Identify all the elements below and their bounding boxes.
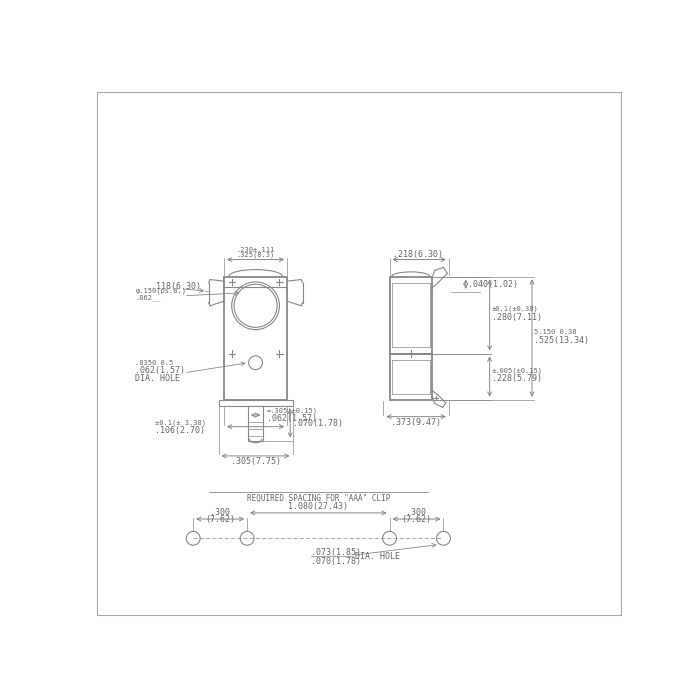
Bar xyxy=(218,400,293,406)
Text: .230±.111: .230±.111 xyxy=(237,246,274,253)
Text: (7.62): (7.62) xyxy=(402,514,431,524)
Text: .305(7.75): .305(7.75) xyxy=(230,457,281,466)
Text: .228(5.79): .228(5.79) xyxy=(492,374,542,384)
Text: .325(8.3): .325(8.3) xyxy=(237,251,274,258)
Text: REQUIRED SPACING FOR "AAA" CLIP: REQUIRED SPACING FOR "AAA" CLIP xyxy=(246,494,390,503)
Text: ±.005(±0.15): ±.005(±0.15) xyxy=(492,368,543,374)
Text: DIA. HOLE: DIA. HOLE xyxy=(135,374,181,384)
Text: DIA. HOLE: DIA. HOLE xyxy=(354,552,400,561)
Text: .0350 0.5: .0350 0.5 xyxy=(135,360,174,365)
Text: .062(1.57): .062(1.57) xyxy=(135,366,186,375)
Text: .062__: .062__ xyxy=(135,295,161,302)
Text: .118(6.30): .118(6.30) xyxy=(151,282,201,291)
Text: =.305(±0.15): =.305(±0.15) xyxy=(267,408,318,414)
Text: φ.150(ps.8.): φ.150(ps.8.) xyxy=(135,287,186,293)
Text: .062(1.57): .062(1.57) xyxy=(267,414,317,424)
Text: .525(13.34): .525(13.34) xyxy=(534,336,589,345)
Text: ±0.1(± 3.38): ±0.1(± 3.38) xyxy=(155,419,206,426)
Bar xyxy=(389,276,432,354)
Text: ±0.1(±0.38): ±0.1(±0.38) xyxy=(492,306,539,312)
Text: .073(1.85): .073(1.85) xyxy=(311,547,360,556)
Text: .070(1.78): .070(1.78) xyxy=(311,557,360,566)
Text: .106(2.70): .106(2.70) xyxy=(155,426,204,435)
Text: 1.080(27.43): 1.080(27.43) xyxy=(288,502,349,511)
Text: .300: .300 xyxy=(210,508,230,517)
Bar xyxy=(248,406,263,440)
Text: (7.62): (7.62) xyxy=(205,514,235,524)
Text: .218(6.30): .218(6.30) xyxy=(393,251,443,260)
Text: .373(9.47): .373(9.47) xyxy=(391,417,441,426)
Bar xyxy=(224,276,287,400)
Text: .070(1.78): .070(1.78) xyxy=(293,419,342,428)
Text: .280(7.11): .280(7.11) xyxy=(492,313,542,322)
Text: .040(1.02): .040(1.02) xyxy=(468,280,518,288)
Bar xyxy=(389,354,432,400)
Text: 5.150 0.38: 5.150 0.38 xyxy=(534,329,577,335)
Text: .300: .300 xyxy=(407,508,426,517)
